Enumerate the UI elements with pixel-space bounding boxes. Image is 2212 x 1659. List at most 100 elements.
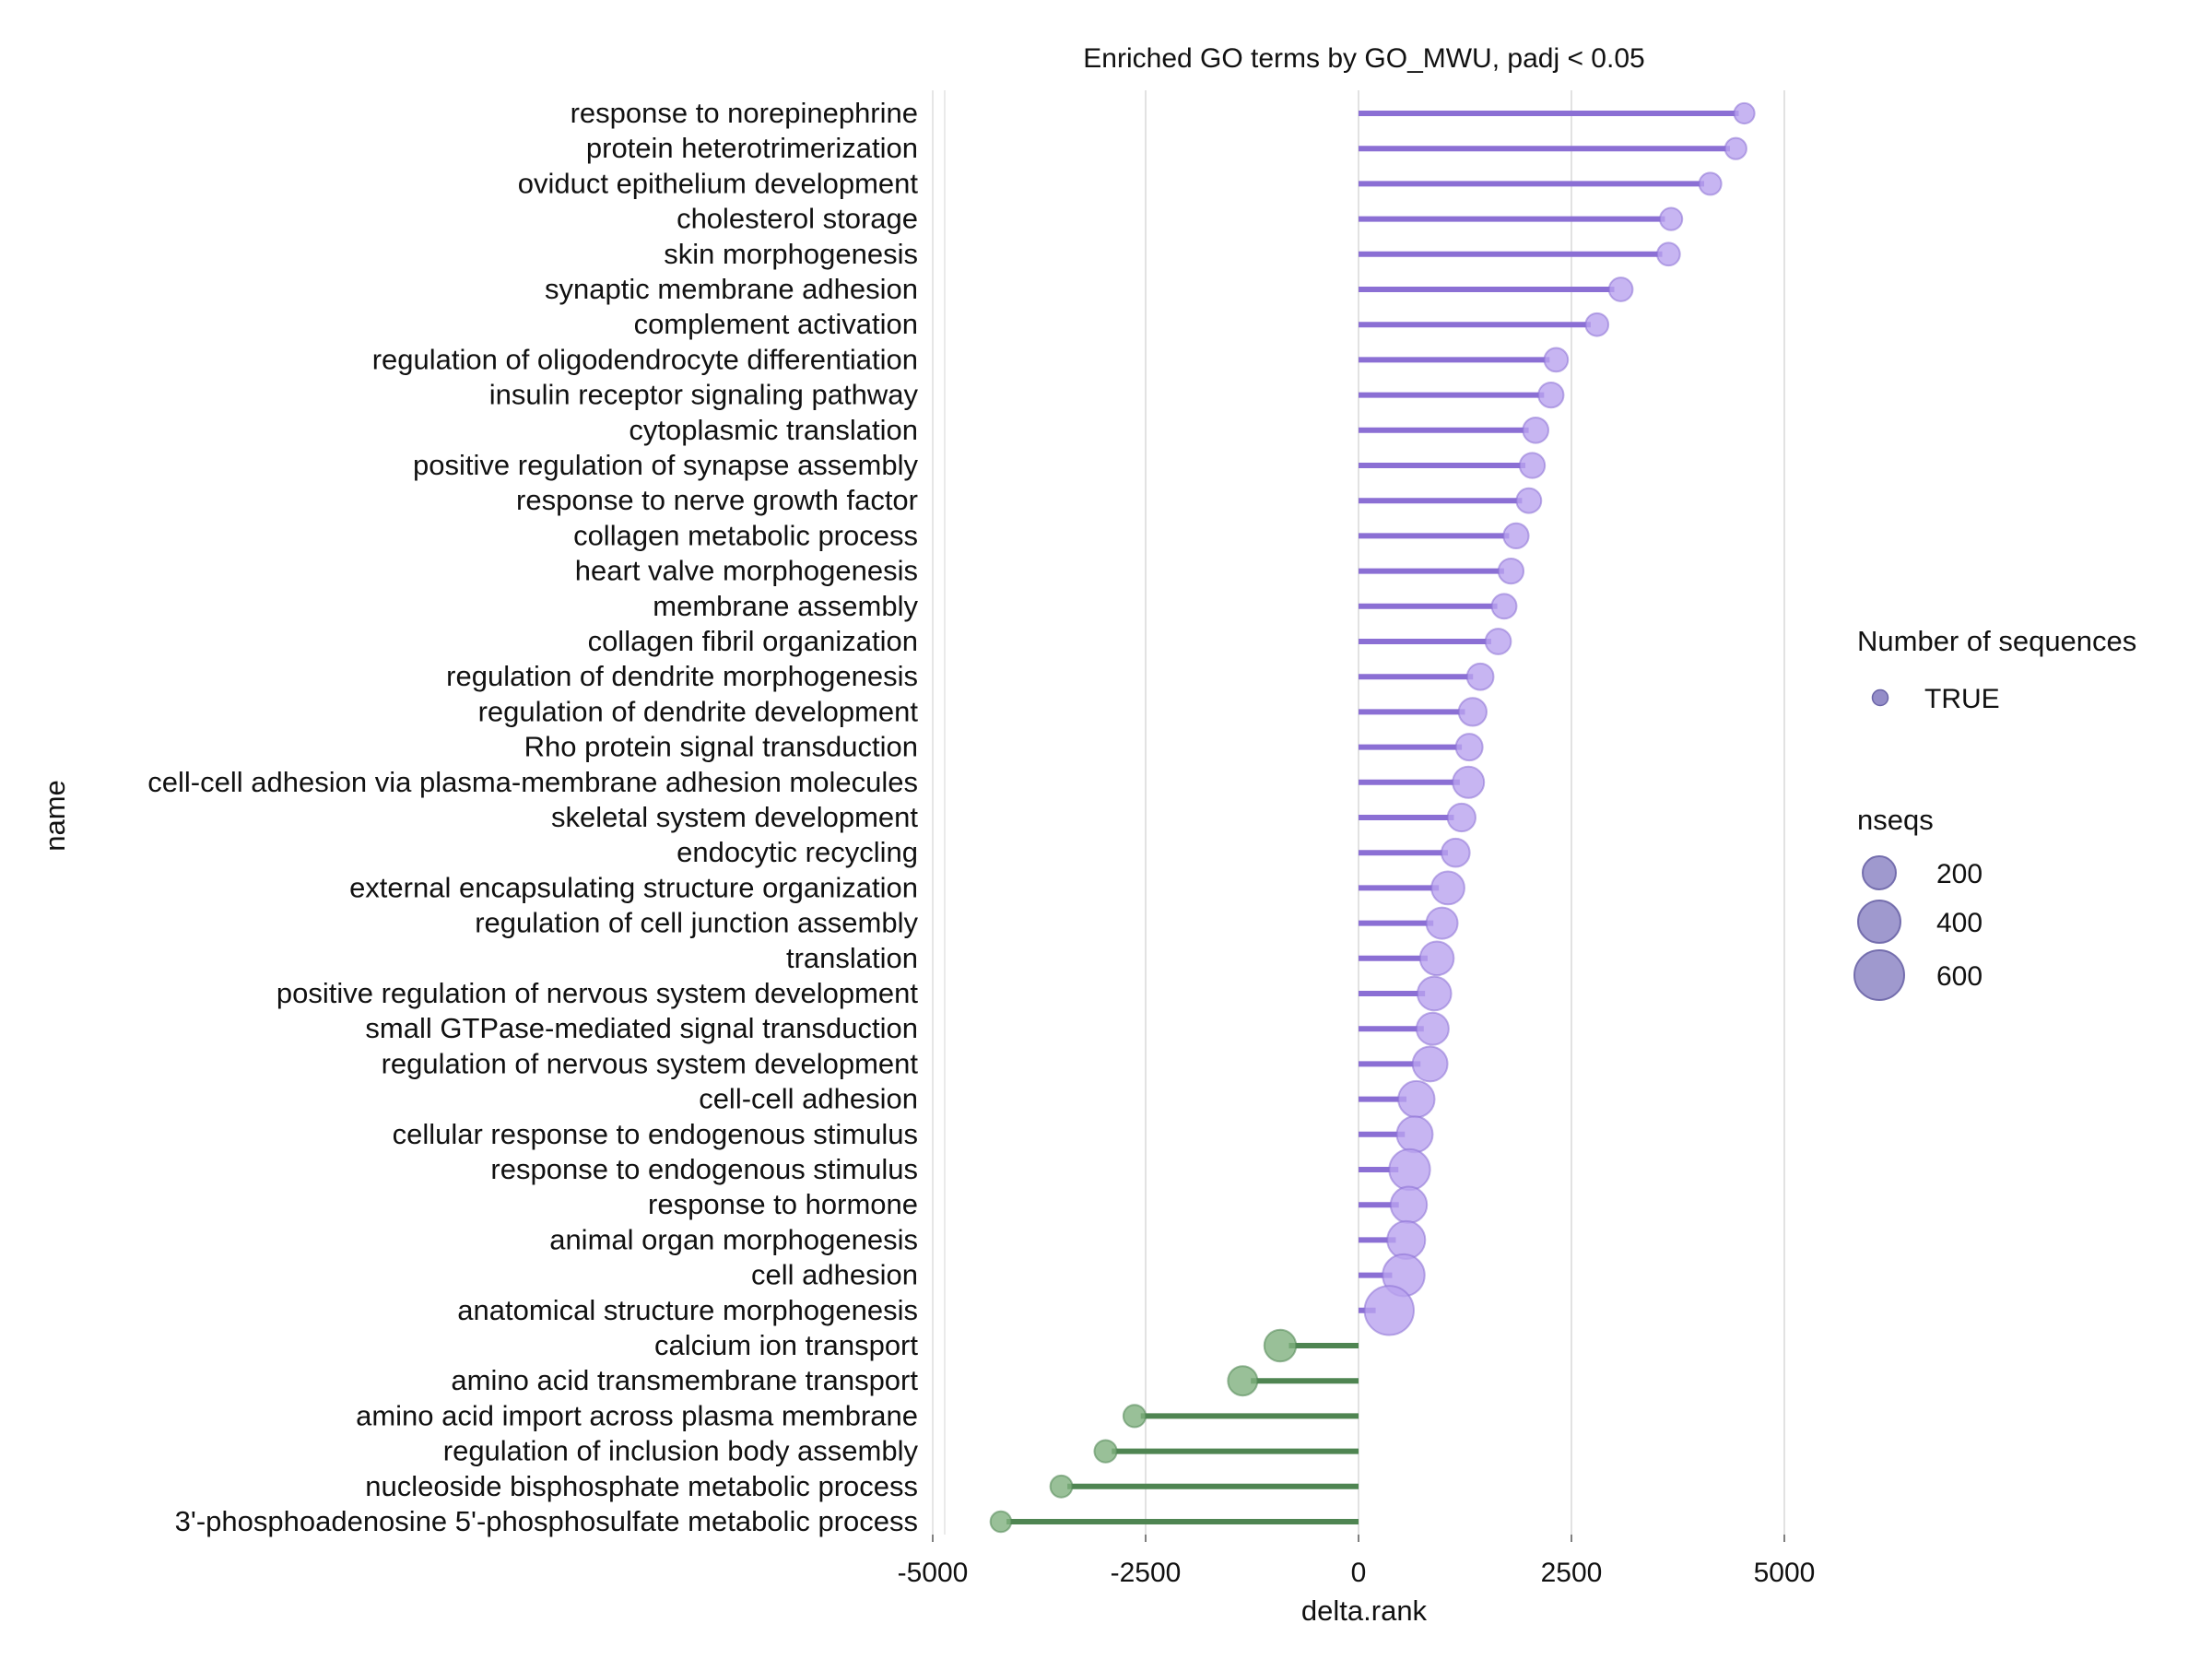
- lollipop-point: [1522, 416, 1550, 444]
- term-label: nucleoside bisphosphate metabolic proces…: [365, 1470, 918, 1502]
- term-label: translation: [786, 942, 918, 974]
- lollipop-point: [1454, 733, 1484, 762]
- term-label: oviduct epithelium development: [518, 167, 919, 199]
- lollipop-point: [989, 1510, 1013, 1534]
- lollipop-point: [1515, 487, 1543, 514]
- term-label: regulation of inclusion body assembly: [443, 1435, 919, 1467]
- term-label: insulin receptor signaling pathway: [489, 379, 919, 411]
- term-label: skin morphogenesis: [664, 238, 918, 270]
- lollipop-point: [1430, 870, 1465, 906]
- legend-size-label: 400: [1936, 908, 1983, 938]
- lollipop-point: [1363, 1285, 1415, 1336]
- legend-size-entries: 200 400 600: [1853, 855, 1983, 1001]
- term-label: cell-cell adhesion: [699, 1083, 918, 1115]
- term-label: skeletal system development: [551, 801, 918, 833]
- x-tick-label: -2500: [1111, 1558, 1182, 1588]
- lollipop-point: [1418, 940, 1455, 977]
- legend-layer: Number of sequences TRUE nseqs 200 400 600: [1853, 625, 2136, 1001]
- term-label: complement activation: [634, 308, 918, 340]
- term-label: cytoplasmic translation: [629, 414, 918, 446]
- term-label: synaptic membrane adhesion: [545, 273, 918, 305]
- term-label: Rho protein signal transduction: [524, 731, 918, 763]
- term-label: amino acid transmembrane transport: [451, 1364, 918, 1396]
- term-label: regulation of cell junction assembly: [475, 907, 918, 939]
- lollipop-point: [1416, 975, 1453, 1012]
- lollipop-point: [1389, 1185, 1429, 1224]
- lollipop-point: [1658, 206, 1684, 231]
- legend-size-point: [1862, 855, 1897, 890]
- lollipop-point: [1518, 452, 1547, 479]
- term-label: anatomical structure morphogenesis: [457, 1294, 918, 1326]
- lollipop-point: [1607, 276, 1634, 302]
- legend-size-label: 200: [1936, 859, 1983, 889]
- lollipop-point: [1395, 1115, 1434, 1154]
- lollipop-point: [1537, 381, 1565, 409]
- lollipop-point: [1411, 1045, 1449, 1083]
- term-label: amino acid import across plasma membrane: [356, 1399, 918, 1431]
- lollipop-point: [1227, 1365, 1259, 1397]
- legend-color-title: Number of sequences: [1857, 625, 2136, 657]
- term-label: positive regulation of nervous system de…: [276, 977, 919, 1009]
- term-label: protein heterotrimerization: [586, 132, 918, 164]
- lollipop-point: [1724, 136, 1747, 160]
- lollipop-point: [1457, 697, 1488, 727]
- lollipop-point: [1502, 522, 1530, 550]
- term-label: regulation of oligodendrocyte differenti…: [372, 343, 918, 375]
- x-axis-ticks-layer: -5000 -2500 0 2500 5000: [898, 1535, 1816, 1588]
- lollipop-point: [1415, 1011, 1450, 1046]
- lollipop-point: [1497, 557, 1525, 585]
- term-label: small GTPase-mediated signal transductio…: [365, 1012, 918, 1044]
- term-label: heart valve morphogenesis: [575, 555, 918, 587]
- lollipop-point: [1386, 1219, 1427, 1260]
- term-label: 3'-phosphoadenosine 5'-phosphosulfate me…: [175, 1505, 918, 1537]
- term-label: response to endogenous stimulus: [490, 1153, 918, 1185]
- lollipop-point: [1655, 241, 1681, 267]
- x-tick-label: -5000: [898, 1558, 969, 1588]
- legend-size-title: nseqs: [1857, 804, 1934, 836]
- legend-size-label: 600: [1936, 961, 1983, 992]
- lollipop-point: [1543, 347, 1570, 373]
- term-label: response to nerve growth factor: [516, 484, 918, 516]
- lollipop-point: [1698, 171, 1723, 196]
- lollipop-point: [1441, 837, 1471, 868]
- term-label: cell-cell adhesion via plasma-membrane a…: [147, 766, 918, 798]
- lollipop-point: [1465, 662, 1495, 691]
- term-label: regulation of dendrite morphogenesis: [446, 660, 918, 692]
- term-label: regulation of dendrite development: [478, 695, 919, 727]
- term-label: collagen fibril organization: [588, 625, 918, 657]
- term-label: positive regulation of synapse assembly: [413, 449, 918, 481]
- x-axis-title: delta.rank: [1301, 1594, 1428, 1627]
- x-tick-label: 5000: [1754, 1558, 1816, 1588]
- lollipop-point: [1490, 593, 1518, 620]
- lollipop-point: [1122, 1404, 1147, 1429]
- lollipop-layer: [989, 101, 1756, 1534]
- legend-size-point: [1853, 949, 1905, 1001]
- term-label: collagen metabolic process: [573, 519, 918, 551]
- x-tick-label: 0: [1351, 1558, 1367, 1588]
- lollipop-point: [1733, 101, 1756, 125]
- y-axis-title: name: [39, 780, 71, 852]
- term-label: response to hormone: [648, 1188, 918, 1220]
- term-label: endocytic recycling: [677, 836, 918, 868]
- lollipop-point: [1388, 1147, 1431, 1192]
- lollipop-point: [1425, 906, 1459, 940]
- lollipop-point: [1584, 312, 1610, 337]
- lollipop-point: [1397, 1079, 1436, 1119]
- lollipop-point: [1049, 1474, 1074, 1499]
- grid-layer: [932, 90, 1785, 1535]
- term-label: response to norepinephrine: [571, 97, 918, 129]
- term-label: animal organ morphogenesis: [549, 1223, 918, 1255]
- legend-true-label: TRUE: [1924, 684, 2000, 714]
- lollipop-point: [1446, 802, 1477, 833]
- lollipop-point: [1452, 765, 1486, 799]
- term-label: calcium ion transport: [654, 1329, 918, 1361]
- term-label: membrane assembly: [653, 590, 918, 622]
- term-label: cholesterol storage: [677, 203, 918, 235]
- term-label: external encapsulating structure organiz…: [349, 871, 918, 903]
- term-label: regulation of nervous system development: [382, 1047, 919, 1079]
- chart-title: Enriched GO terms by GO_MWU, padj < 0.05: [1083, 43, 1644, 74]
- legend-size-point: [1857, 900, 1901, 944]
